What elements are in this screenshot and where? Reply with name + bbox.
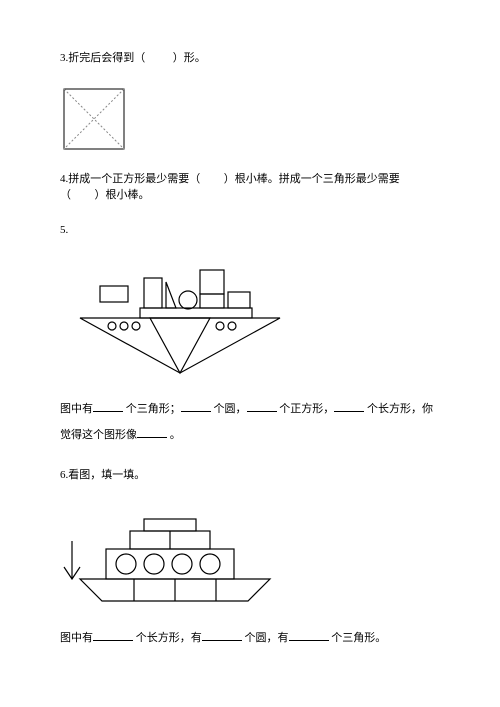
q3-text-before: 3.折完后会得到（	[60, 52, 145, 64]
q4-line1b: ）根小棒。拼成一个三角形最少需要	[224, 173, 400, 185]
q4-line2b: ）根小棒。	[95, 189, 150, 201]
q5-s1: 图中有	[60, 403, 93, 415]
q6-s3: 个圆，有	[245, 632, 289, 644]
question-4: 4.拼成一个正方形最少需要（ ）根小棒。拼成一个三角形最少需要 （ ）根小棒。	[60, 171, 440, 204]
q5-s4: 个正方形，	[279, 403, 334, 415]
q5-s7: 。	[170, 429, 181, 441]
q5-s2: 个三角形；	[126, 403, 181, 415]
q5-sentence: 图中有 个三角形； 个圆， 个正方形， 个长方形，你 觉得这个图形像 。	[60, 396, 440, 449]
q6-s2: 个长方形，有	[136, 632, 202, 644]
question-6-label: 6.看图，填一填。	[60, 467, 440, 484]
q5-s3: 个圆，	[214, 403, 247, 415]
q5-s6: 觉得这个图形像	[60, 429, 137, 441]
question-3: 3.折完后会得到（ ）形。	[60, 50, 440, 67]
q6-s1: 图中有	[60, 632, 93, 644]
q3-figure	[60, 85, 440, 153]
q5-figure	[60, 248, 440, 378]
q6-figure	[60, 501, 440, 611]
question-5-label: 5.	[60, 222, 440, 239]
q5-s5: 个长方形，你	[367, 403, 433, 415]
q6-s4: 个三角形。	[331, 632, 386, 644]
q4-line1a: 4.拼成一个正方形最少需要（	[60, 173, 200, 185]
q3-text-after: ）形。	[173, 52, 206, 64]
q4-line2a: （	[60, 189, 71, 201]
q6-sentence: 图中有 个长方形，有 个圆，有 个三角形。	[60, 629, 440, 647]
